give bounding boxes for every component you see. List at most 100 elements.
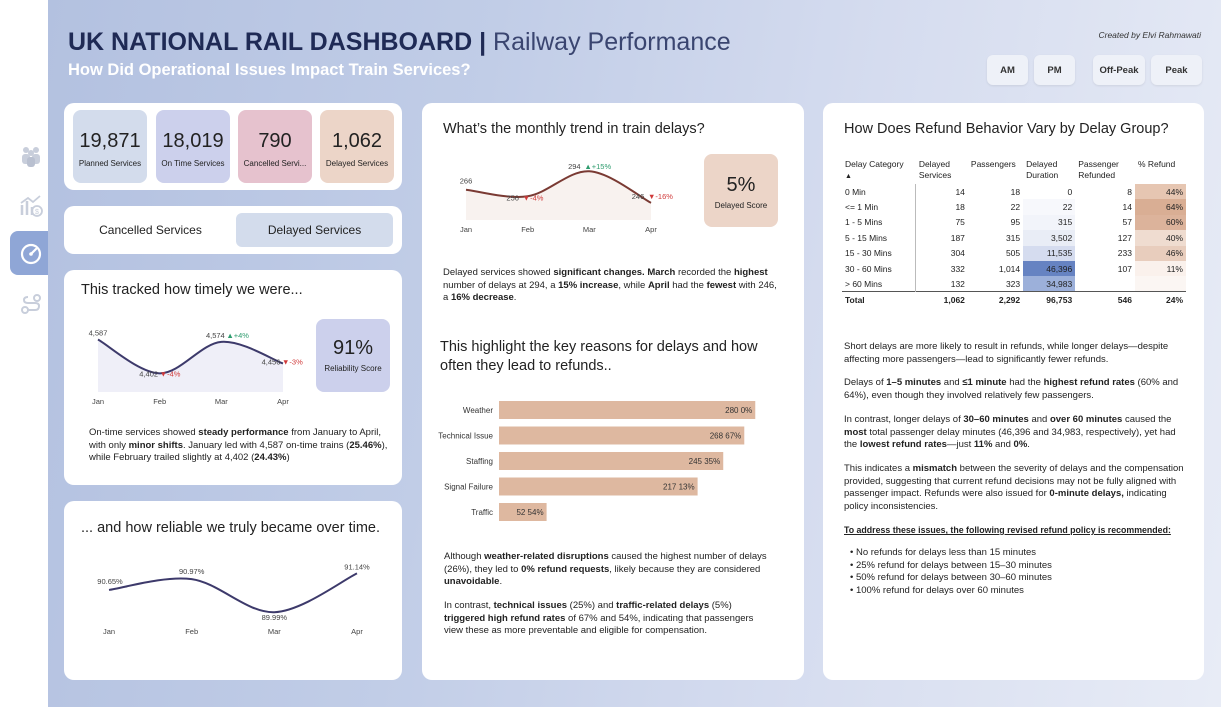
bar: [499, 503, 547, 521]
slicer-off-peak[interactable]: Off-Peak: [1093, 55, 1145, 85]
table-cell: 304: [950, 248, 965, 259]
speedometer-icon[interactable]: [18, 240, 44, 266]
column-header[interactable]: Delayed Duration: [1026, 159, 1059, 180]
refund-insight-2: Delays of 1–5 minutes and ≤1 minute had …: [844, 377, 1179, 401]
bar-value-label: 280 0%: [725, 406, 752, 415]
data-label: 4,587: [89, 329, 108, 338]
chart-money-icon[interactable]: $: [18, 193, 44, 219]
delayed-score-label: Delayed Score: [714, 201, 768, 210]
slicer-am[interactable]: AM: [987, 55, 1028, 85]
delayed-score-card: 5% Delayed Score: [704, 154, 778, 227]
author-credit: Created by Elvi Rahmawati: [1098, 30, 1201, 40]
list-item: • 25% refund for delays between 15–30 mi…: [850, 559, 1052, 571]
page-subtitle: How Did Operational Issues Impact Train …: [68, 61, 471, 79]
table-row: <= 1 Min 18 22 22 14 64%: [842, 199, 1186, 215]
data-label: 294: [568, 162, 581, 171]
bar-value-label: 268 67%: [710, 432, 742, 441]
kpi-value: 19,871: [79, 130, 141, 152]
slicer-peak[interactable]: Peak: [1151, 55, 1202, 85]
series-line: [465, 170, 652, 204]
x-tick-label: Feb: [185, 627, 198, 636]
refund-insight-1: Short delays are more likely to result i…: [844, 341, 1169, 365]
refund-table: Delay Category ▲ Delayed Services Passeng…: [842, 157, 1186, 308]
sort-arrow-icon[interactable]: ▲: [845, 173, 852, 180]
reliability-panel: [64, 501, 402, 680]
sidebar-active-indicator: [10, 231, 48, 275]
reliability-score-card: 91% Reliability Score: [316, 319, 390, 392]
data-label: 89.99%: [262, 613, 288, 622]
table-cell: 0 Min: [842, 184, 917, 200]
table-cell: 1,014: [998, 263, 1021, 274]
table-cell: 8: [1127, 186, 1132, 197]
column-header[interactable]: Delayed Services: [918, 159, 952, 180]
data-label: 256: [506, 193, 519, 202]
table-cell: 46%: [1134, 245, 1186, 261]
x-tick-label: Jan: [460, 225, 472, 234]
table-cell: 22: [1023, 199, 1076, 215]
table-cell: 46,396: [1023, 260, 1076, 277]
x-tick-label: Mar: [583, 225, 596, 234]
table-cell: 11,535: [1023, 245, 1076, 261]
bar-value-label: 217 13%: [663, 483, 695, 492]
column-header[interactable]: Delay Category ▲: [845, 159, 904, 180]
bar-value-label: 245 35%: [689, 457, 721, 466]
table-cell: 15 - 30 Mins: [842, 245, 917, 261]
table-cell: 14: [1122, 202, 1132, 213]
bar-value-label: 52 54%: [516, 508, 543, 517]
tab-cancelled-services[interactable]: Cancelled Services: [99, 223, 202, 237]
table-cell: 40%: [1134, 230, 1186, 246]
kpi-value: 790: [258, 130, 292, 152]
table-cell: 95: [1010, 217, 1021, 228]
table-cell: 187: [950, 232, 965, 243]
people-icon[interactable]: [18, 143, 44, 169]
data-label: 91.14%: [344, 562, 370, 571]
table-cell: 323: [1005, 278, 1021, 289]
table-row: > 60 Mins 132 323 34,983: [842, 276, 1186, 292]
delay-trend-chart: Jan Feb Mar Apr 266 256 ▼-4% 294 ▲+15% 246 ▼-16%: [460, 162, 674, 234]
delayed-score-value: 5%: [726, 174, 756, 196]
table-cell: 60%: [1134, 214, 1186, 231]
change-down-indicator: ▼-4%: [160, 369, 181, 378]
column-header[interactable]: % Refund: [1137, 159, 1176, 169]
table-cell: 34,983: [1023, 276, 1076, 292]
policy-list: • No refunds for delays less than 15 min…: [850, 547, 1052, 597]
change-down-indicator: ▼-16%: [648, 192, 673, 201]
page-title: UK NATIONAL RAIL DASHBOARD | Railway Per…: [68, 28, 731, 56]
table-cell: 44%: [1134, 184, 1186, 200]
reliability-title: ... and how reliable we truly became ove…: [81, 520, 380, 536]
x-tick-label: Feb: [521, 225, 534, 234]
x-tick-label: Feb: [153, 397, 166, 406]
kpi-on-time-services: 18,019 On Time Services: [156, 110, 230, 183]
kpi-label: Delayed Services: [325, 159, 389, 168]
tab-delayed-services[interactable]: Delayed Services: [236, 213, 393, 247]
list-item: • 50% refund for delays between 30–60 mi…: [850, 572, 1052, 583]
table-cell: 332: [950, 263, 965, 274]
series-line: [108, 572, 358, 614]
chart-area-fill: [98, 339, 283, 392]
delay-reasons-title: This highlight the key reasons for delay…: [440, 339, 758, 374]
delay-trend-title: What’s the monthly trend in train delays…: [443, 121, 705, 137]
table-cell: 14: [955, 186, 965, 197]
bar: [499, 401, 756, 419]
kpi-planned-services: 19,871 Planned Services: [73, 110, 147, 183]
column-header[interactable]: Passenger Refunded: [1078, 159, 1119, 180]
kpi-delayed-services: 1,062 Delayed Services: [320, 110, 394, 183]
change-up-indicator: ▲+4%: [226, 331, 249, 340]
list-item: • 100% refund for delays over 60 minutes: [850, 584, 1024, 596]
table-header-row: Delay Category ▲ Delayed Services Passeng…: [842, 157, 1186, 184]
table-cell: 18: [1010, 186, 1021, 197]
table-cell: 18: [955, 202, 965, 213]
delay-reasons-summary-1: Although weather-related disruptions cau…: [444, 551, 767, 587]
table-cell: 107: [1117, 263, 1132, 274]
route-icon[interactable]: [18, 291, 44, 317]
slicer-pm[interactable]: PM: [1034, 55, 1075, 85]
kpi-value: 18,019: [162, 130, 224, 152]
column-header[interactable]: Passengers: [970, 159, 1016, 169]
table-cell: 132: [950, 278, 965, 289]
table-cell: 3,502: [1023, 230, 1076, 246]
series-line: [97, 338, 284, 375]
table-cell: 1 - 5 Mins: [842, 214, 917, 231]
ontime-trend-chart: Jan Feb Mar Apr 4,587 4,402 ▼-4% 4,574 ▲+4% 4,456…: [89, 329, 303, 406]
bar: [499, 426, 745, 445]
table-cell: 0: [1023, 184, 1076, 200]
